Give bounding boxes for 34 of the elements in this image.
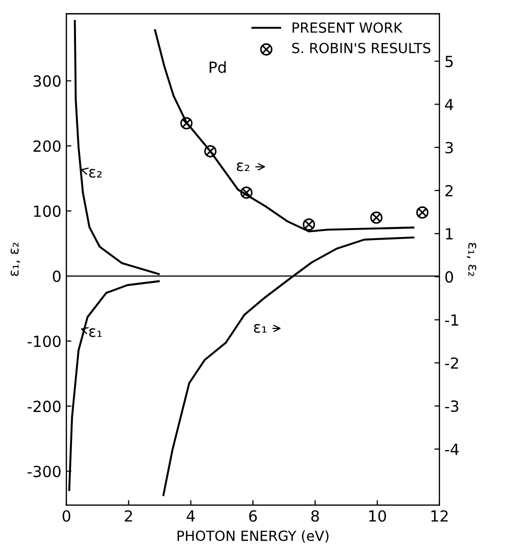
y2-tick-label: -3 [445,400,458,412]
y-tick-label: 100 [34,205,61,217]
annotation: ε₂ [89,168,102,178]
y-tick-label: -200 [28,400,61,412]
annotation: ε₂ [236,162,250,172]
y2-tick-label: 0 [445,271,454,283]
x-tick-label: 10 [369,510,386,522]
x-axis-title: PHOTON ENERGY (eV) [178,530,328,543]
x-tick-label: 4 [186,510,195,522]
legend-label: S. ROBIN'S RESULTS [292,42,430,54]
y-tick-label: -300 [28,466,61,478]
y-axis-title: ε₁, ε₂ [10,242,20,276]
annotation: Pd [210,61,226,73]
legend-label: PRESENT WORK [292,22,403,33]
x-tick-label: 2 [124,510,132,522]
y2-tick-label: 1 [446,228,453,240]
y2-axis-title: ε₁, ε₂ [466,242,476,276]
y-tick-label: -100 [28,336,61,348]
x-tick-label: 0 [62,510,70,522]
annotation: ε₁ [254,324,266,333]
x-tick-label: 6 [249,510,257,522]
y-tick-label: 300 [34,75,61,87]
x-tick-label: 12 [431,510,448,522]
annotation: ε₁ [89,328,102,338]
x-tick-label: 8 [311,510,319,522]
y2-tick-label: 3 [445,142,453,154]
y-tick-label: 0 [52,270,61,282]
y2-tick-label: 5 [446,56,453,68]
y2-tick-label: 4 [445,98,454,110]
y2-tick-label: -4 [445,444,459,455]
y-tick-label: 200 [34,140,61,152]
y2-tick-label: 2 [445,184,453,196]
y2-tick-label: -1 [445,314,458,326]
y2-tick-label: -2 [445,357,458,369]
